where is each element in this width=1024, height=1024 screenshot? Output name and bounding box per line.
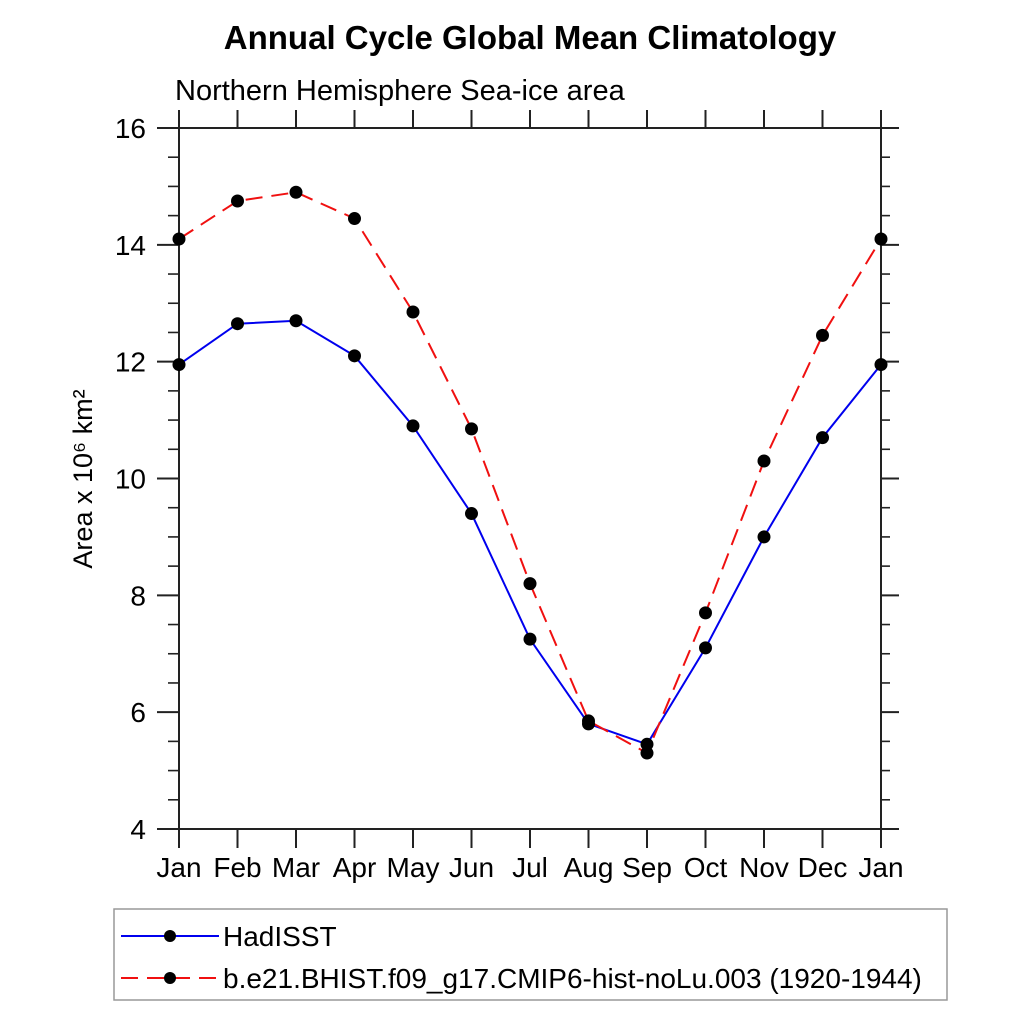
- series-markers: [172, 185, 888, 760]
- axes: [157, 110, 899, 848]
- data-point: [348, 212, 361, 226]
- data-point: [757, 454, 771, 468]
- data-point: [699, 641, 712, 655]
- data-point: [465, 507, 478, 521]
- data-point: [523, 577, 537, 591]
- plot-frame: [178, 127, 882, 830]
- x-tick-label: Jun: [449, 852, 494, 883]
- legend-box: [113, 908, 948, 1001]
- data-point: [406, 305, 420, 319]
- data-point: [465, 422, 478, 436]
- x-tick-label: Jan: [156, 852, 201, 883]
- y-tick-label: 6: [130, 697, 146, 728]
- x-tick-label: Sep: [622, 852, 672, 883]
- axis-labels: Jan Feb Mar Apr May Jun Jul Aug Sep Oct Nov Dec Jan 4…: [115, 113, 904, 883]
- data-point: [231, 194, 244, 208]
- data-point: [640, 746, 654, 760]
- chart-subtitle: Northern Hemisphere Sea-ice area: [175, 75, 626, 107]
- series-lines: [178, 191, 882, 755]
- x-tick-label: May: [387, 852, 440, 883]
- legend: HadISST b.e21.BHIST.f09_g17.CMIP6-hist-n…: [113, 908, 948, 1001]
- data-point: [582, 714, 595, 728]
- data-point: [816, 328, 829, 342]
- data-point: [757, 530, 771, 544]
- data-point: [406, 419, 420, 433]
- y-tick-label: 8: [130, 580, 146, 611]
- y-tick-label: 4: [130, 814, 146, 845]
- x-tick-label: Oct: [684, 852, 728, 883]
- data-point: [289, 185, 303, 199]
- legend-marker-hadisst: [164, 930, 176, 942]
- data-point: [874, 232, 888, 246]
- legend-label-model: b.e21.BHIST.f09_g17.CMIP6-hist-noLu.003 …: [223, 963, 922, 994]
- y-tick-label: 16: [115, 113, 146, 144]
- y-axis-title: Area x 10⁶ km²: [68, 389, 98, 568]
- x-tick-label: Mar: [272, 852, 320, 883]
- data-point: [289, 314, 303, 328]
- x-tick-label: Feb: [213, 852, 261, 883]
- x-tick-label: Apr: [333, 852, 377, 883]
- data-point: [699, 606, 712, 620]
- series-line-0: [178, 319, 882, 746]
- y-tick-label: 10: [115, 464, 146, 495]
- data-point: [172, 358, 186, 372]
- data-point: [172, 232, 186, 246]
- series-line-1: [178, 191, 882, 755]
- x-tick-label: Aug: [564, 852, 614, 883]
- data-point: [348, 349, 361, 363]
- legend-label-hadisst: HadISST: [223, 921, 337, 952]
- x-tick-label: Nov: [739, 852, 789, 883]
- x-tick-label: Jan: [858, 852, 903, 883]
- x-tick-label: Jul: [512, 852, 548, 883]
- data-point: [523, 632, 537, 646]
- legend-marker-model: [164, 972, 176, 984]
- y-tick-label: 14: [115, 230, 146, 261]
- data-point: [231, 317, 244, 331]
- y-tick-label: 12: [115, 347, 146, 378]
- data-point: [874, 358, 888, 372]
- x-tick-label: Dec: [798, 852, 848, 883]
- chart-title: Annual Cycle Global Mean Climatology: [224, 19, 837, 56]
- data-point: [816, 431, 829, 445]
